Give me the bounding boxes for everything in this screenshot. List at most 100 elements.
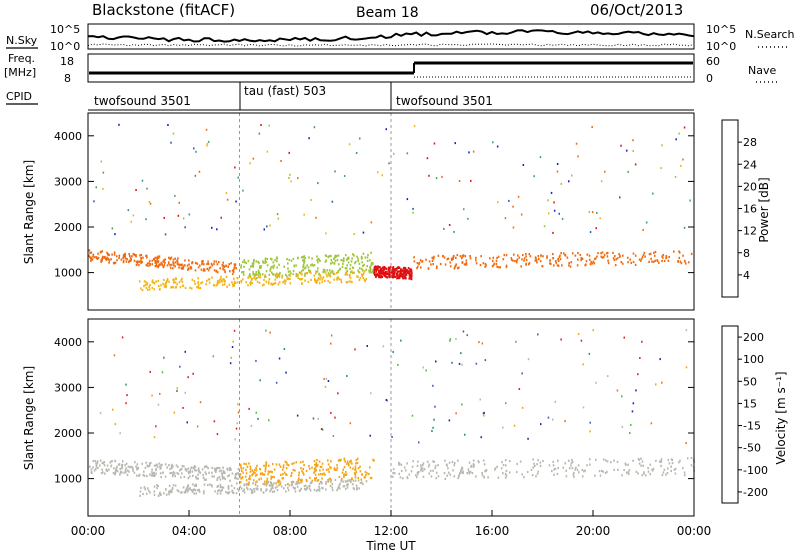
velocity-band-2-point — [300, 487, 302, 490]
power-sparse-point — [543, 225, 546, 228]
velocity-band-3-point — [533, 462, 535, 465]
velocity-sparse-point — [392, 351, 394, 353]
velocity-band-2-point — [139, 490, 142, 493]
velocity-colorbar-tick-label: -15 — [743, 420, 761, 433]
velocity-sparse-point — [199, 401, 202, 404]
power-band-0-point — [176, 260, 179, 263]
x-tick-label: 20:00 — [576, 524, 611, 538]
velocity-band-0-point — [192, 467, 195, 470]
velocity-band-2-point — [235, 492, 238, 495]
power-sparse-point — [141, 179, 144, 182]
velocity-band-0-point — [221, 473, 223, 476]
velocity-band-0-point — [130, 465, 133, 468]
velocity-band-1-point — [370, 476, 372, 479]
velocity-band-3-point — [649, 473, 651, 476]
velocity-band-2-point — [243, 491, 246, 494]
power-band-2-point — [251, 277, 254, 280]
velocity-band-2-point — [356, 488, 358, 491]
power-band-3-point — [397, 270, 400, 273]
power-band-1-point — [302, 255, 304, 259]
velocity-band-2-point — [253, 490, 256, 493]
velocity-band-3-point — [537, 459, 539, 462]
power-band-2-point — [344, 273, 347, 276]
velocity-band-0-point — [126, 469, 129, 472]
velocity-band-3-point — [406, 462, 408, 465]
power-band-1-point — [313, 263, 316, 267]
power-band-2-point — [172, 286, 175, 289]
velocity-band-3-point — [410, 470, 413, 473]
velocity-band-1-point — [273, 468, 276, 471]
velocity-band-2-point — [348, 479, 351, 482]
velocity-band-2-point — [344, 480, 347, 483]
power-band-4-point — [428, 260, 431, 263]
velocity-band-1-point — [240, 467, 243, 470]
power-band-0-point — [167, 261, 170, 264]
power-band-0-point — [213, 260, 216, 263]
power-band-2-point — [193, 280, 196, 283]
power-sparse-point — [675, 138, 677, 141]
velocity-band-3-point — [460, 469, 462, 472]
power-band-2-point — [213, 284, 216, 287]
velocity-band-3-point — [551, 470, 553, 473]
power-band-1-point — [371, 271, 374, 274]
power-band-4-point — [590, 260, 592, 264]
power-band-1-point — [256, 276, 258, 280]
power-band-2-point — [329, 281, 331, 284]
velocity-band-3-point — [643, 472, 645, 475]
power-band-2-point — [176, 283, 178, 286]
velocity-band-3-point — [542, 459, 544, 463]
velocity-band-1-point — [302, 471, 304, 474]
velocity-sparse-point — [552, 418, 554, 421]
power-band-4-point — [613, 258, 616, 262]
power-band-0-point — [108, 259, 111, 262]
noise-panel-frame — [87, 23, 695, 50]
power-band-0-point — [222, 268, 225, 271]
power-sparse-point — [552, 231, 554, 234]
power-band-4-point — [678, 256, 681, 259]
velocity-band-3-point — [471, 472, 474, 475]
velocity-band-1-point — [249, 478, 251, 481]
velocity-band-3-point — [573, 475, 575, 478]
velocity-band-0-point — [203, 466, 206, 469]
velocity-band-2-point — [221, 489, 223, 492]
power-band-0-point — [124, 252, 126, 255]
power-band-4-point — [597, 252, 599, 255]
power-sparse-point — [102, 187, 104, 190]
power-band-2-point — [172, 278, 174, 281]
velocity-band-3-point — [644, 474, 647, 477]
power-band-2-point — [207, 278, 210, 281]
velocity-band-1-point — [254, 483, 257, 486]
power-band-1-point — [240, 266, 242, 269]
power-sparse-point — [539, 156, 542, 159]
velocity-band-3-point — [523, 476, 525, 479]
velocity-band-3-point — [500, 467, 503, 470]
power-sparse-point — [634, 163, 637, 166]
velocity-band-3-point — [552, 460, 554, 463]
velocity-band-2-point — [347, 483, 349, 486]
velocity-band-2-point — [265, 488, 268, 491]
power-band-2-point — [329, 275, 332, 278]
power-band-4-point — [480, 255, 482, 258]
power-band-4-point — [546, 255, 548, 258]
velocity-band-2-point — [159, 491, 161, 494]
power-band-0-point — [157, 256, 160, 259]
power-band-1-point — [293, 264, 296, 267]
velocity-band-3-point — [666, 472, 669, 475]
velocity-sparse-point — [431, 430, 433, 432]
velocity-band-3-point — [690, 456, 693, 460]
power-sparse-point — [177, 214, 180, 217]
power-band-4-point — [612, 251, 614, 254]
power-band-1-point — [308, 270, 311, 273]
power-band-4-point — [619, 254, 621, 257]
velocity-band-0-point — [96, 461, 99, 464]
power-band-0-point — [197, 266, 200, 269]
power-band-4-point — [588, 254, 591, 257]
velocity-sparse-point — [149, 370, 151, 373]
power-band-3-point — [389, 274, 391, 277]
power-band-0-point — [169, 266, 172, 269]
power-band-0-point — [160, 261, 162, 264]
velocity-band-3-point — [505, 474, 508, 477]
velocity-band-2-point — [236, 487, 239, 490]
velocity-band-2-point — [222, 486, 225, 489]
power-band-1-point — [264, 257, 267, 260]
